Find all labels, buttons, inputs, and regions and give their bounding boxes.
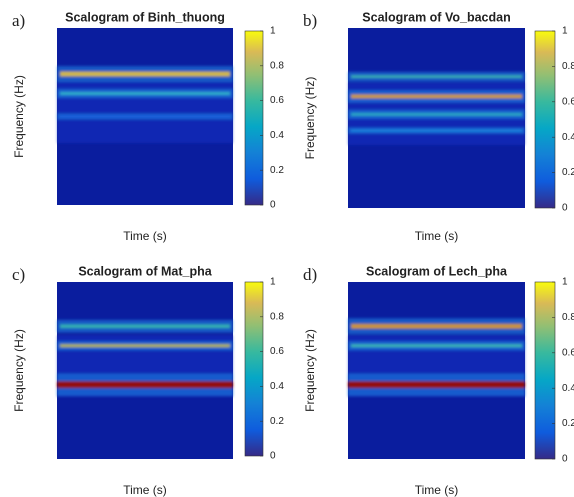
x-axis-label: Time (s) [415, 229, 459, 243]
y-axis-label: Frequency (Hz) [12, 329, 26, 412]
scalogram-bands [348, 318, 525, 398]
band [60, 91, 230, 95]
colorbar-tick-label: 0 [270, 451, 276, 462]
scalogram-bands [57, 319, 233, 398]
panel-label: c) [12, 265, 25, 284]
colorbar-tick-label: 0 [562, 203, 568, 214]
band [60, 344, 230, 348]
band [351, 129, 522, 132]
colorbar-tick-label: 0.8 [270, 60, 284, 71]
colorbar-tick-label: 0.8 [270, 311, 284, 322]
band [351, 94, 522, 99]
colorbar-tick-label: 0.6 [562, 347, 574, 358]
band [351, 323, 522, 329]
colorbar-tick-label: 0.2 [562, 418, 574, 429]
band [351, 112, 522, 116]
colorbar-tick-label: 0.6 [270, 95, 284, 106]
colorbar-tick-label: 0 [562, 454, 568, 465]
y-axis-label: Frequency (Hz) [303, 329, 317, 412]
colorbar [534, 30, 556, 209]
panel-title: Scalogram of Binh_thuong [65, 10, 225, 24]
colorbar [244, 30, 264, 206]
colorbar-tick-label: 0.4 [270, 130, 284, 141]
panel-title: Scalogram of Lech_pha [366, 264, 508, 278]
colorbar-tick-label: 0.6 [562, 96, 574, 107]
colorbar-tick-label: 1 [270, 277, 276, 288]
scalogram-bands [57, 66, 233, 144]
y-axis-label: Frequency (Hz) [303, 77, 317, 160]
band [60, 115, 230, 118]
scalogram-bands [348, 71, 525, 145]
colorbar-tick-label: 0.4 [270, 381, 284, 392]
x-axis-label: Time (s) [123, 229, 167, 243]
panel-label: d) [303, 265, 317, 284]
band [348, 381, 525, 389]
band [351, 75, 522, 79]
panel-label: b) [303, 11, 317, 30]
x-axis-label: Time (s) [123, 483, 167, 497]
panel-title: Scalogram of Mat_pha [78, 264, 212, 278]
colorbar-tick-label: 1 [562, 26, 568, 37]
panel-title: Scalogram of Vo_bacdan [362, 10, 510, 24]
colorbar-tick-label: 0.4 [562, 383, 574, 394]
x-axis-label: Time (s) [415, 483, 459, 497]
colorbar-tick-label: 0.6 [270, 346, 284, 357]
colorbar-tick-label: 0.2 [270, 165, 284, 176]
panel-label: a) [12, 11, 25, 30]
colorbar-tick-label: 1 [562, 277, 568, 288]
colorbar-tick-label: 0.8 [562, 61, 574, 72]
band [351, 344, 522, 348]
band [60, 71, 230, 77]
colorbar-tick-label: 0.2 [270, 416, 284, 427]
y-axis-label: Frequency (Hz) [12, 75, 26, 158]
colorbar-tick-label: 0.4 [562, 132, 574, 143]
colorbar-tick-label: 0.8 [562, 312, 574, 323]
colorbar-tick-label: 1 [270, 26, 276, 37]
colorbar-tick-label: 0 [270, 200, 276, 211]
colorbar [534, 281, 556, 460]
band [60, 324, 230, 329]
colorbar [244, 281, 264, 457]
band [57, 381, 233, 389]
colorbar-tick-label: 0.2 [562, 167, 574, 178]
